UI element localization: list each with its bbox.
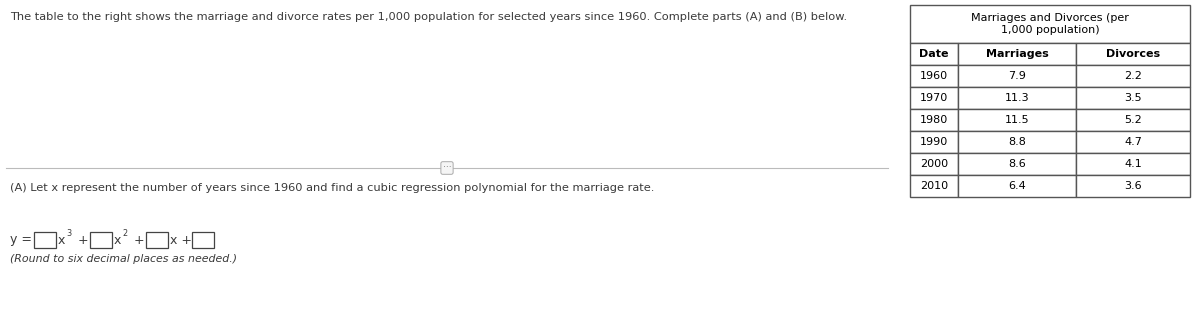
Bar <box>910 131 958 153</box>
Text: y =: y = <box>10 234 36 247</box>
Text: 6.4: 6.4 <box>1008 181 1026 191</box>
Bar <box>958 109 1076 131</box>
Bar <box>1076 43 1190 65</box>
Text: 8.8: 8.8 <box>1008 137 1026 147</box>
Text: 3.6: 3.6 <box>1124 181 1142 191</box>
Bar <box>1076 175 1190 197</box>
Text: 4.7: 4.7 <box>1124 137 1142 147</box>
Text: 8.6: 8.6 <box>1008 159 1026 169</box>
Text: Marriages: Marriages <box>985 49 1049 59</box>
Bar <box>958 153 1076 175</box>
Bar <box>958 131 1076 153</box>
Bar <box>958 87 1076 109</box>
Text: 2000: 2000 <box>920 159 948 169</box>
Bar <box>910 153 958 175</box>
Bar <box>958 65 1076 87</box>
Text: 4.1: 4.1 <box>1124 159 1142 169</box>
Text: 1980: 1980 <box>920 115 948 125</box>
Bar <box>910 175 958 197</box>
Bar <box>1076 109 1190 131</box>
Text: 11.3: 11.3 <box>1004 93 1030 103</box>
Bar <box>1076 131 1190 153</box>
Bar <box>90 232 112 248</box>
Text: x +: x + <box>170 234 196 247</box>
Text: 2: 2 <box>122 229 127 237</box>
Text: 1960: 1960 <box>920 71 948 81</box>
Text: 2010: 2010 <box>920 181 948 191</box>
Text: The table to the right shows the marriage and divorce rates per 1,000 population: The table to the right shows the marriag… <box>10 12 847 22</box>
Text: x: x <box>58 234 65 247</box>
Bar <box>910 43 958 65</box>
Text: 3.5: 3.5 <box>1124 93 1142 103</box>
Bar <box>910 109 958 131</box>
Text: 1990: 1990 <box>920 137 948 147</box>
Text: (Round to six decimal places as needed.): (Round to six decimal places as needed.) <box>10 254 238 264</box>
Bar <box>192 232 214 248</box>
Text: +: + <box>74 234 92 247</box>
Text: 3: 3 <box>66 229 71 237</box>
Bar <box>958 43 1076 65</box>
Bar <box>1076 65 1190 87</box>
Bar <box>910 5 1190 43</box>
Text: +: + <box>130 234 149 247</box>
Text: (A) Let x represent the number of years since 1960 and find a cubic regression p: (A) Let x represent the number of years … <box>10 183 654 193</box>
Text: 11.5: 11.5 <box>1004 115 1030 125</box>
Text: 1970: 1970 <box>920 93 948 103</box>
Text: 7.9: 7.9 <box>1008 71 1026 81</box>
Text: x: x <box>114 234 121 247</box>
Text: ···: ··· <box>443 163 451 173</box>
Text: Divorces: Divorces <box>1106 49 1160 59</box>
Bar <box>34 232 56 248</box>
Text: Date: Date <box>919 49 949 59</box>
Bar <box>1076 87 1190 109</box>
Bar <box>1076 153 1190 175</box>
Text: 2.2: 2.2 <box>1124 71 1142 81</box>
Bar <box>958 175 1076 197</box>
Text: Marriages and Divorces (per
1,000 population): Marriages and Divorces (per 1,000 popula… <box>971 12 1129 35</box>
Bar <box>910 87 958 109</box>
Bar <box>146 232 168 248</box>
Text: 5.2: 5.2 <box>1124 115 1142 125</box>
Bar <box>910 65 958 87</box>
